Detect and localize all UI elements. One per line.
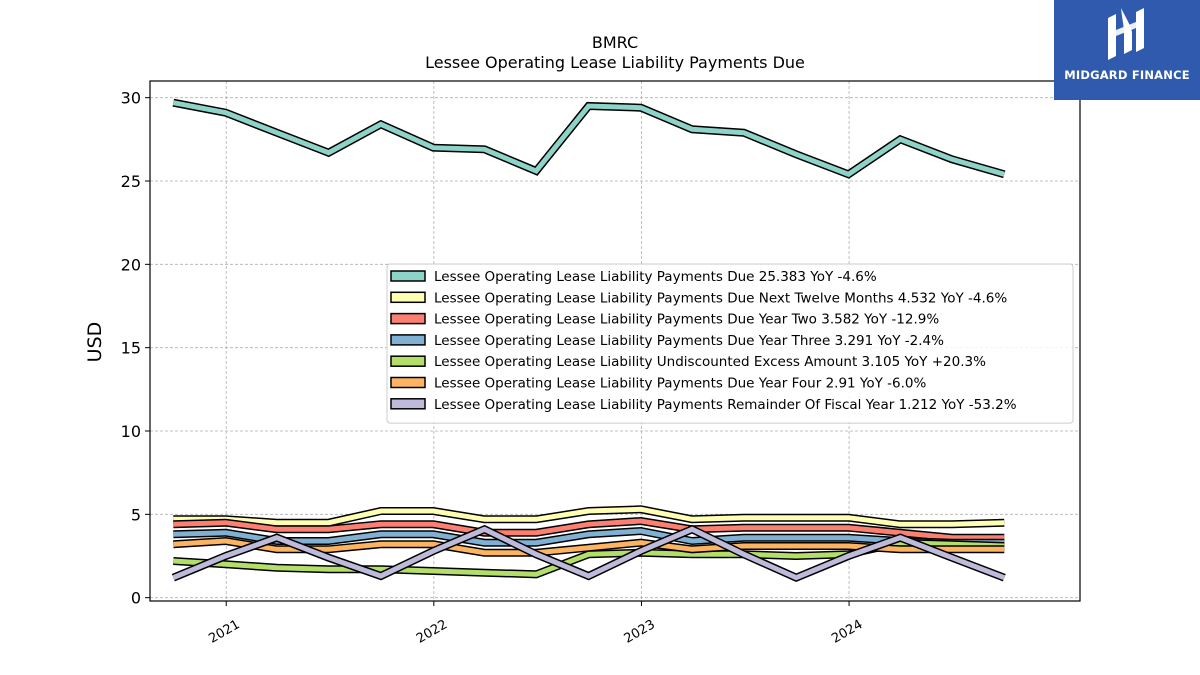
legend: Lessee Operating Lease Liability Payment… [386,263,1074,424]
series-line [173,516,1005,542]
y-axis-ticks: 0 5 10 15 20 25 30 [121,89,150,608]
x-tick-label: 2023 [622,617,658,647]
series-lines [171,98,1006,583]
mf-monogram-icon [1108,8,1144,60]
y-tick-label: 25 [121,172,141,191]
series-line [171,524,1006,583]
chart-subtitle: Lessee Operating Lease Liability Payment… [425,53,805,72]
legend-entry: Lessee Operating Lease Liability Payment… [434,312,939,328]
legend-swatch [390,355,426,367]
series-line [173,526,1005,547]
y-tick-label: 15 [121,339,141,358]
legend-entry: Lessee Operating Lease Liability Payment… [434,397,1017,413]
legend-entry: Lessee Operating Lease Liability Payment… [434,269,877,285]
legend-swatch [390,291,426,304]
y-tick-label: 0 [131,589,141,608]
brand-name: MIDGARD FINANCE [1064,68,1190,82]
brand-logo: MIDGARD FINANCE [1054,0,1200,100]
series-line-stroke [173,528,1005,546]
chart-title: BMRC [592,33,638,52]
legend-frame [386,263,1074,424]
y-axis-label: USD [84,322,106,363]
series-line-stroke [172,526,1006,581]
x-tick-label: 2021 [206,617,242,647]
series-line [172,98,1006,179]
legend-entry: Lessee Operating Lease Liability Payment… [434,290,1007,306]
legend-swatch [390,376,426,389]
legend-entry: Lessee Operating Lease Liability Payment… [434,376,927,392]
legend-swatch [390,312,426,325]
y-tick-label: 10 [121,422,141,441]
legend-entry: Lessee Operating Lease Liability Undisco… [434,354,986,370]
legend-swatch [390,398,426,410]
legend-entry: Lessee Operating Lease Liability Payment… [434,333,944,349]
legend-swatch [390,270,426,282]
y-tick-label: 30 [121,89,141,108]
x-tick-label: 2022 [414,617,450,647]
series-line-stroke [173,506,1005,527]
legend-swatch [390,334,426,346]
plot-frame [149,80,1081,602]
x-axis-ticks: 2021 2022 2023 2024 [206,601,865,647]
y-tick-label: 20 [121,255,141,274]
series-line [173,505,1005,529]
series-line-stroke [173,518,1005,541]
series-line-stroke [172,100,1005,178]
x-tick-label: 2024 [829,617,865,647]
y-tick-label: 5 [131,505,141,524]
